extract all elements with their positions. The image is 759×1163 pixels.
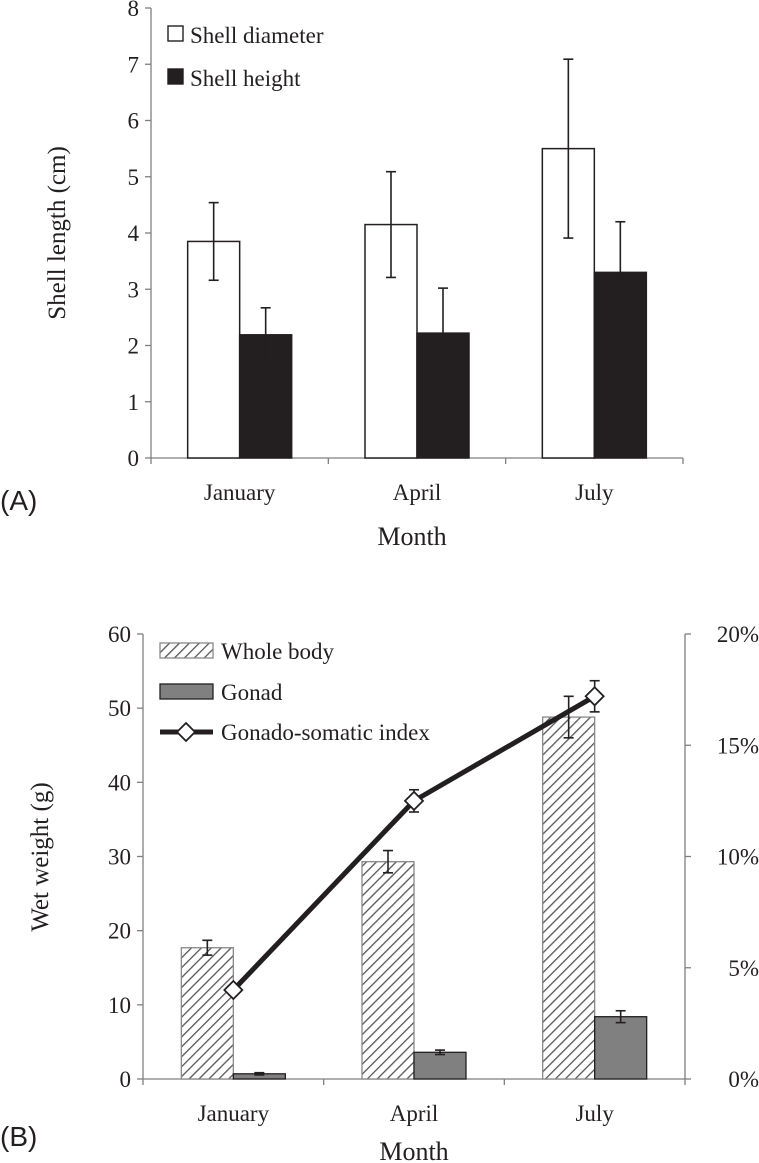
panel-a-label: (A) <box>0 485 37 516</box>
panel-a-legend-label: Shell height <box>190 66 301 91</box>
panel-b-y2-tick-label: 20% <box>717 622 759 647</box>
panel-a-legend-label: Shell diameter <box>190 23 324 48</box>
panel-a-y-tick-label: 7 <box>128 52 140 77</box>
panel-b-gsi-marker <box>584 686 605 707</box>
panel-b-y2-tick-label: 0% <box>728 1067 759 1092</box>
panel-a-y-tick-label: 1 <box>128 390 140 415</box>
panel-b-y-tick-label: 40 <box>108 770 131 795</box>
panel-b-y-tick-label: 10 <box>108 993 131 1018</box>
panel-b-y2-tick-label: 15% <box>717 733 759 758</box>
panel-b-y-tick-label: 50 <box>108 696 131 721</box>
panel-b-bar-whole-body <box>180 947 234 1080</box>
panel-b-x-tick-label: July <box>575 1101 614 1126</box>
panel-a-x-tick-label: April <box>393 480 442 505</box>
panel-b-bar-gonad <box>413 1051 467 1080</box>
panel-a-y-tick-label: 2 <box>128 334 140 359</box>
panel-b-legend-marker <box>175 721 197 743</box>
panel-a-y-tick-label: 4 <box>128 221 140 246</box>
panel-b-y2-tick-label: 5% <box>728 956 759 981</box>
panel-b-gsi-marker <box>403 790 425 812</box>
panel-b-y-tick-label: 0 <box>120 1067 132 1092</box>
panel-a-x-tick-label: January <box>204 480 276 505</box>
panel-b-bar-whole-body <box>361 861 415 1080</box>
panel-b-x-axis-label: Month <box>379 1137 448 1163</box>
panel-a-y-tick-label: 3 <box>128 277 140 302</box>
panel-a-legend-swatch <box>167 68 184 85</box>
panel-a-y-axis-label: Shell length (cm) <box>44 146 71 320</box>
panel-b-x-tick-label: January <box>198 1101 270 1126</box>
panel-b-x-tick-label: April <box>390 1101 439 1126</box>
panel-b-y2-tick-label: 10% <box>717 845 759 870</box>
panel-b-gsi-marker <box>223 979 244 1001</box>
panel-b-legend-swatch <box>159 683 214 700</box>
panel-a-y-tick-label: 5 <box>128 165 140 190</box>
panel-b-legend-label: Gonado-somatic index <box>221 720 430 745</box>
panel-a-chart: 0 1 2 3 4 5 6 7 8 January April July Shell length (c… <box>0 0 684 551</box>
panel-b-bar-whole-body <box>542 716 596 1080</box>
panel-a-y-tick-label: 0 <box>128 446 140 471</box>
panel-b-legend-label: Whole body <box>221 639 335 664</box>
panel-a-x-axis-label: Month <box>377 522 446 551</box>
panel-b-bar-gonad <box>594 1016 648 1080</box>
panel-b-y-tick-label: 20 <box>108 919 131 944</box>
panel-b-legend-swatch <box>159 642 214 659</box>
panel-a-y-tick-label: 6 <box>128 109 140 134</box>
panel-b-chart: 0 10 20 30 40 50 60 0% 5% 10% 15% 20% January April Ju… <box>0 622 759 1163</box>
panel-a-legend-swatch <box>167 25 184 42</box>
panel-b-y-tick-label: 60 <box>108 622 131 647</box>
panel-b-label: (B) <box>0 1121 37 1152</box>
panel-b-y-axis-label: Wet weight (g) <box>27 782 54 931</box>
panel-a-y-tick-label: 8 <box>128 0 140 21</box>
panel-b-y-tick-label: 30 <box>108 845 131 870</box>
panel-b-legend-label: Gonad <box>221 680 283 705</box>
panel-a-x-tick-label: July <box>575 480 614 505</box>
